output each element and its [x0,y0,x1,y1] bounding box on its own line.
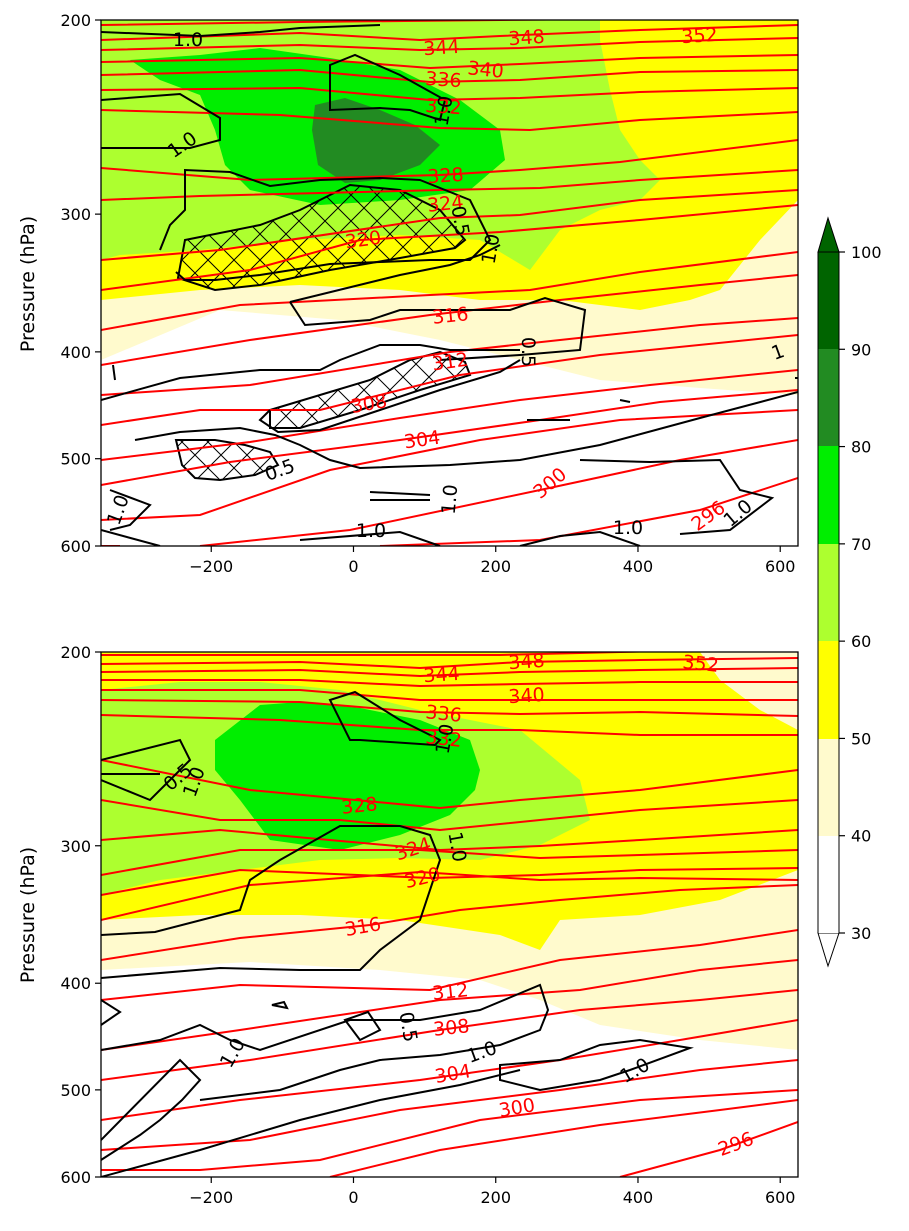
shade-70-80 [215,702,480,850]
black-contours-bottom [101,690,694,1177]
contour-label: 1.0 [432,722,459,756]
theta-label: 328 [340,793,378,819]
colorbar-segment-30-40 [818,836,839,933]
colorbar: 30 40 50 60 70 80 90 100 [817,216,882,968]
x-tick-label: 600 [765,1188,796,1207]
bottom-panel: 352 348 344 340 336 332 328 324 320 316 … [17,643,799,1207]
plot-frame-top [100,19,799,547]
colorbar-tick-label: 80 [851,438,871,457]
y-tick-label: 200 [60,11,91,30]
colorbar-segment-50-60 [818,641,839,739]
theta-label: 312 [431,349,470,376]
colorbar-extend-low [817,932,840,968]
y-tick-label: 600 [60,1168,91,1187]
x-tick-label: −200 [189,557,233,576]
y-tick-label: 500 [60,450,91,469]
y-tick-label: 400 [60,974,91,993]
y-tick-label: 600 [60,537,91,556]
theta-label: 336 [424,701,462,727]
colorbar-tick-label: 40 [851,827,871,846]
x-tick-label: 200 [480,1188,511,1207]
colorbar-tick-label: 90 [851,340,871,359]
theta-label: 352 [681,651,719,677]
contour-label: 1.0 [431,94,458,128]
y-tick-label: 400 [60,343,91,362]
colorbar-segment-70-80 [818,446,839,544]
colorbar-segment-80-90 [818,349,839,446]
y-tick-label: 300 [60,205,91,224]
theta-label: 332 [424,726,462,752]
theta-label: 312 [431,979,469,1005]
y-tick-label: 300 [60,837,91,856]
colorbar-extend-high [817,216,840,253]
colorbar-ticks: 30 40 50 60 70 80 90 100 [839,243,882,943]
axes-bottom: −200 0 200 400 600 200 300 400 500 600 [60,643,795,1207]
theta-labels-top: 352 348 344 340 336 332 328 324 320 316 … [344,24,730,536]
theta-label: 344 [423,663,461,687]
black-contours-top [101,24,798,546]
hatch-region-lower [174,439,280,482]
colorbar-tick-label: 70 [851,535,871,554]
contour-label: 0.5 [517,337,539,367]
y-tick-label: 500 [60,1081,91,1100]
colorbar-segment-40-50 [818,739,839,836]
colorbar-segment-90-100 [818,252,839,349]
theta-label: 336 [425,68,463,92]
theta-label: 348 [508,26,546,50]
contour-label: 1.0 [443,830,470,864]
contour-label: 1.0 [356,520,386,542]
contour-label: 1.0 [478,232,505,266]
colorbar-tick-label: 30 [851,924,871,943]
contour-label: 1.0 [613,517,643,539]
hatch-region-upper [176,183,467,292]
theta-label: 332 [425,95,463,119]
top-panel: 352 348 344 340 336 332 328 324 320 316 … [17,11,799,576]
theta-label: 348 [508,650,546,674]
theta-label: 304 [403,427,442,454]
theta-label: 344 [423,36,461,60]
theta-lines-bottom [101,652,798,1177]
x-tick-label: −200 [189,1188,233,1207]
x-tick-label: 600 [765,557,796,576]
colorbar-tick-label: 100 [851,243,882,262]
x-tick-label: 400 [623,1188,654,1207]
x-tick-label: 0 [348,1188,358,1207]
y-axis-label-top: Pressure (hPa) [17,216,39,352]
contour-label: 0.5 [394,1010,421,1044]
x-tick-label: 200 [480,557,511,576]
theta-label: 320 [344,227,383,254]
x-tick-label: 400 [623,557,654,576]
contour-label: 1.0 [173,29,203,51]
contour-label: 0.5 [446,204,473,238]
colorbar-tick-label: 50 [851,729,871,748]
y-axis-label-bottom: Pressure (hPa) [17,847,39,983]
axes-top: −200 0 200 400 600 200 300 400 500 600 [60,11,795,576]
theta-label: 316 [431,303,469,329]
theta-label: 324 [426,191,464,217]
theta-label: 328 [427,164,465,188]
colorbar-tick-label: 60 [851,632,871,651]
theta-lines-top [101,20,798,546]
theta-label: 340 [508,684,546,708]
contour-label: 1.0 [438,483,463,515]
x-tick-label: 0 [348,557,358,576]
y-tick-label: 200 [60,643,91,662]
theta-label: 308 [432,1015,470,1041]
theta-label: 352 [681,24,719,48]
colorbar-segment-60-70 [818,544,839,641]
theta-label: 340 [466,57,504,83]
plot-frame-bottom [100,651,799,1178]
